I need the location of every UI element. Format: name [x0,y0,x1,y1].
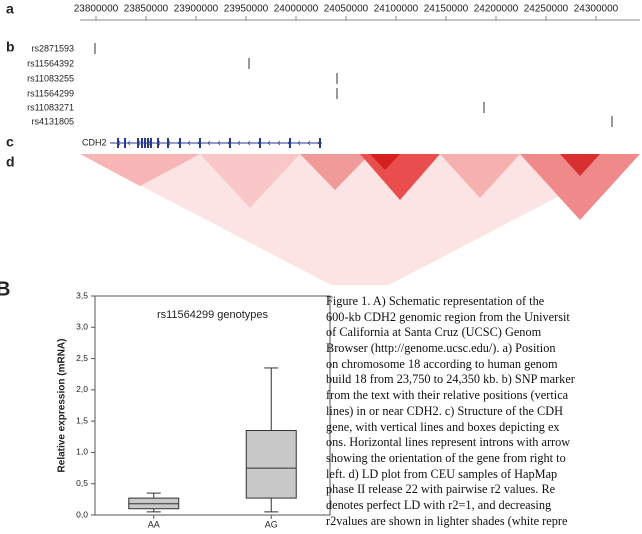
exon [167,138,169,148]
intron-arrow [307,140,311,146]
intron-arrow [237,140,241,146]
y-tick-label: 0,0 [76,509,88,519]
ld-block [370,154,400,170]
caption-line: gene, with vertical lines and boxes depi… [326,419,560,434]
caption-line: Figure 1. A) Schematic representation of… [326,294,545,308]
ld-block [360,154,440,200]
x-tick-label: 24100000 [374,4,419,15]
panel-a: a b cd 23800000 23850000 23900000 23950000 2400… [6,1,640,170]
box [245,430,297,499]
intron-arrow [217,140,221,146]
exon [157,138,159,148]
snp-label: rs11564299 [27,88,74,98]
exon [229,138,231,148]
intron-arrow [277,140,281,146]
y-tick-label: 2,0 [76,384,88,394]
plot-frame [94,295,331,516]
x-tick-label: 23900000 [174,4,219,15]
y-tick-label: 0,5 [76,478,88,488]
x-tick-label: 24200000 [474,4,519,15]
y-tick-label: 3,5 [76,290,88,300]
panel-label: a [6,1,14,17]
exon [259,138,261,148]
ld-plot [0,154,642,300]
caption-line: showing the orientation of the gene from… [326,450,566,465]
exon [150,138,152,148]
exon [199,138,201,148]
intron-arrow [267,140,271,146]
ld-block [560,154,600,176]
y-tick-label: 1,5 [76,415,88,425]
x-tick-label: 23850000 [124,4,169,15]
exon [144,138,146,148]
y-axis-label: Relative expression (mRNA) [57,339,68,473]
snp-label: rs4131805 [31,116,74,126]
caption-line: r2values are shown in lighter shades (wh… [326,513,568,528]
caption-line: left. d) LD plot from CEU samples of Hap… [326,466,558,481]
x-tick-label: 24250000 [524,4,569,15]
caption-line: on chromosome 18 according to human geno… [326,356,558,371]
x-tick-label: 24050000 [324,4,369,15]
y-tick-label: 3,0 [76,322,88,332]
y-tick-label: 1,0 [76,447,88,457]
exon [117,138,119,148]
y-tick-label: 2,5 [76,353,88,363]
snp-label: rs2871593 [31,43,74,53]
chart-title: rs11564299 genotypes [157,309,269,321]
ld-background [80,154,640,300]
caption-line: build 18 from 23,750 to 24,350 kb. b) SN… [326,372,575,387]
x-tick-label: 23950000 [224,4,269,15]
caption-line: Browser (http://genome.ucsc.edu/). a) Po… [326,341,556,356]
x-tick-label: AA [148,519,160,529]
figure-caption: Figure 1. A) Schematic representation of… [326,294,642,529]
exon [137,138,139,148]
panel-label: B [0,278,10,300]
caption-line: of California at Santa Cruz (UCSC) Genom [326,325,542,340]
exon [179,138,181,148]
snp-label: rs11083271 [27,102,74,112]
caption-line: 600-kb CDH2 genomic region from the Univ… [326,309,570,324]
x-tick-label: 24150000 [424,4,469,15]
exon [147,138,149,148]
panel-label: d [6,154,15,170]
exon [141,138,143,148]
snp-label: rs11083255 [27,73,74,83]
x-tick-label: 24300000 [574,4,619,15]
caption-line: phase II release 22 with pairwise r2 val… [326,482,556,497]
ld-block [300,154,370,190]
x-tick-label: AG [265,519,278,529]
caption-line: lines) in or near CDH2. c) Structure of … [326,403,563,418]
caption-line: ons. Horizontal lines represent introns … [326,435,571,450]
intron-arrow [207,140,211,146]
intron-arrow [247,140,251,146]
gene-label: CDH2 [82,137,107,147]
snp-label: rs11564392 [27,58,74,68]
exon [319,138,321,148]
ld-block [440,154,520,198]
panel-label: c [6,134,14,150]
caption-line: from the text with their relative positi… [326,388,569,403]
exon [289,138,291,148]
caption-line: denotes perfect LD with r2=1, and decrea… [326,497,552,512]
ld-block [520,154,640,220]
x-tick-label: 24000000 [274,4,319,15]
exon [124,138,126,148]
intron-arrow [127,140,131,146]
intron-arrow [297,140,301,146]
x-tick-label: 23800000 [74,4,119,15]
panel-label: b [6,39,15,55]
ld-block [80,154,200,186]
ld-block [200,154,300,208]
intron-arrow [187,140,191,146]
